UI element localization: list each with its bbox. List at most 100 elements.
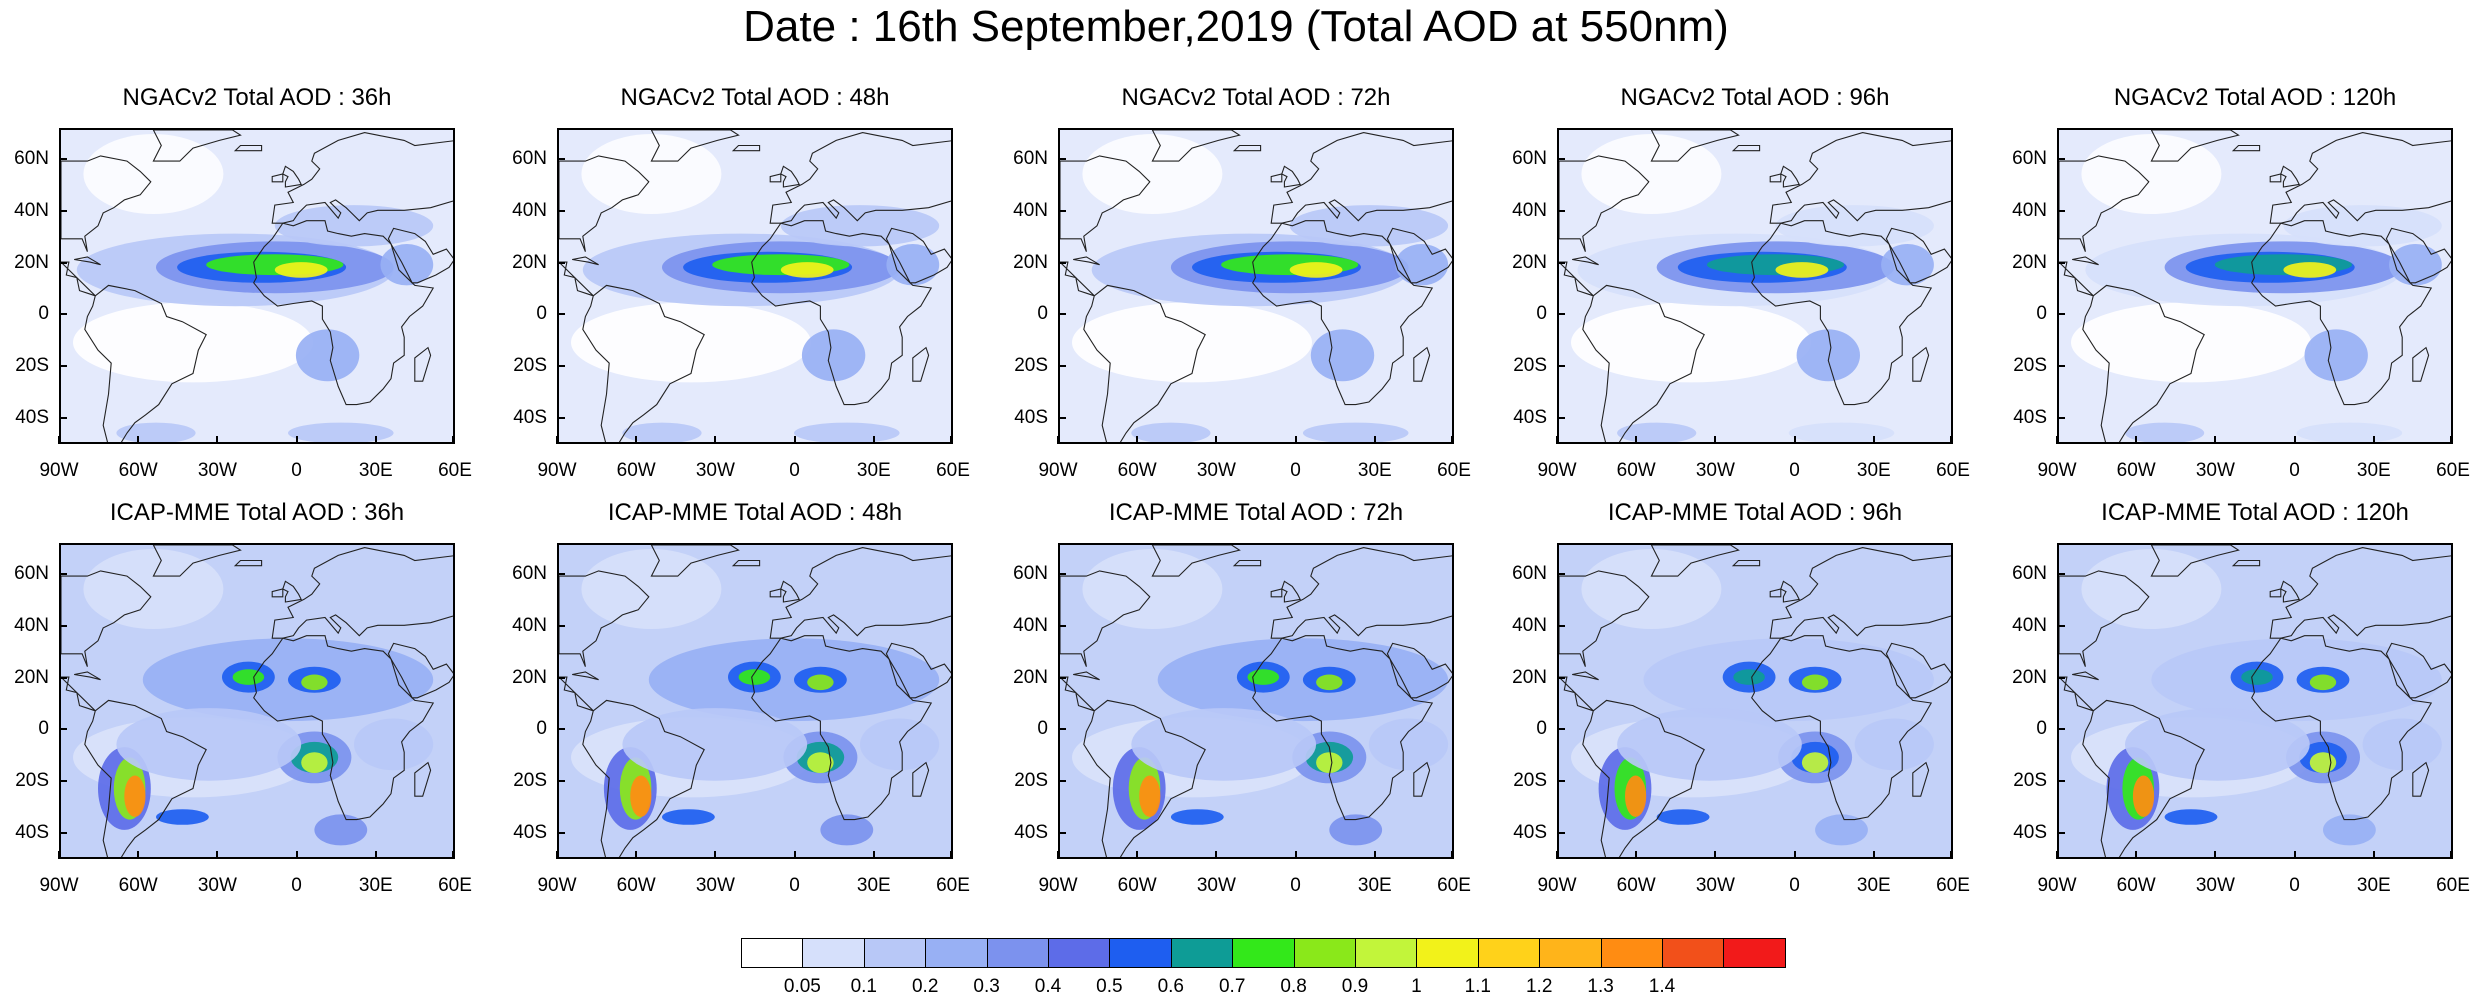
lon-tick	[1793, 851, 1796, 859]
map-frame	[557, 543, 953, 859]
coastline	[751, 635, 933, 821]
lon-tick-label: 0	[291, 875, 302, 896]
aod-field	[807, 752, 834, 773]
lat-tick	[1557, 261, 1565, 264]
aod-field	[116, 422, 196, 442]
lat-tick-label: 20S	[15, 770, 49, 792]
lon-tick	[2450, 436, 2452, 444]
lon-tick-label: 60E	[1936, 460, 1970, 481]
lon-tick	[2056, 851, 2058, 859]
lon-tick-label: 30E	[2356, 460, 2391, 481]
clean-air-region	[1581, 549, 1722, 630]
coastline	[1270, 173, 1283, 183]
lat-tick-label: 40S	[2013, 407, 2047, 429]
coastline	[1386, 642, 1452, 699]
lon-tick	[374, 851, 377, 859]
lon-tick	[1373, 436, 1376, 444]
aod-field	[1617, 422, 1697, 442]
aod-field	[124, 775, 146, 817]
lon-tick-label: 60E	[936, 875, 970, 896]
coastline	[2251, 635, 2433, 821]
colorbar-swatch	[741, 938, 804, 968]
aod-field	[301, 752, 328, 773]
lon-tick	[216, 436, 219, 444]
lat-tick	[2057, 780, 2065, 783]
lat-tick-label: 60N	[14, 563, 49, 585]
colorbar-swatch	[986, 938, 1049, 968]
aod-field	[860, 718, 940, 771]
aod-field	[1815, 814, 1868, 846]
coastline	[885, 642, 951, 699]
colorbar-label: 0.5	[1096, 976, 1123, 997]
colorbar-label: 1.4	[1648, 976, 1676, 997]
lat-tick	[1058, 573, 1066, 576]
map-canvas	[559, 130, 951, 442]
lon-tick-label: 90W	[1038, 460, 1078, 481]
lon-tick-label: 0	[789, 875, 800, 896]
panel-title: ICAP-MME Total AOD : 48h	[607, 499, 903, 526]
aod-field	[780, 205, 940, 247]
aod-field	[1329, 814, 1383, 846]
aod-field	[622, 708, 808, 781]
coastline	[1073, 671, 1100, 681]
panel-title: ICAP-MME Total AOD : 120h	[2101, 499, 2409, 526]
lat-tick-label: 40N	[2012, 614, 2047, 636]
coastline	[61, 570, 152, 667]
aod-field	[1643, 638, 1934, 722]
coastline	[2150, 130, 2240, 162]
coastline	[282, 165, 303, 188]
coastline	[2269, 173, 2282, 183]
colorbar-swatch	[1048, 938, 1111, 968]
colorbar-swatch	[1293, 938, 1356, 968]
map-frame	[1557, 128, 1953, 444]
lat-tick	[59, 573, 67, 576]
lon-tick	[1714, 851, 1717, 859]
coastline	[650, 545, 740, 577]
lat-tick	[2057, 573, 2065, 576]
lon-tick	[1136, 436, 1139, 444]
aod-field	[2304, 329, 2368, 382]
coastline	[1281, 580, 1302, 603]
lat-tick-label: 60N	[2012, 148, 2047, 170]
coastline	[2059, 570, 2150, 667]
lon-tick	[635, 436, 638, 444]
lon-tick	[1294, 436, 1297, 444]
aod-field	[2125, 422, 2205, 442]
lon-tick	[2056, 436, 2058, 444]
coastline	[414, 761, 432, 797]
lon-tick	[950, 851, 952, 859]
clean-air-region	[2081, 134, 2222, 215]
lat-tick	[2057, 209, 2065, 212]
aod-field	[156, 809, 209, 825]
lon-tick-label: 30E	[358, 875, 393, 896]
map-panel: ICAP-MME Total AOD : 48h 60N 40N 20N 0 20S 40S…	[512, 499, 970, 896]
lon-tick	[1136, 851, 1139, 859]
lon-tick	[452, 851, 454, 859]
aod-field	[2151, 638, 2442, 722]
aod-field	[738, 669, 771, 685]
lat-tick	[557, 417, 565, 420]
aod-field	[2132, 775, 2155, 817]
colorbar-label: 0.05	[783, 976, 821, 997]
map-frame	[557, 128, 953, 444]
aod-field	[794, 422, 900, 442]
lat-tick-label: 0	[536, 303, 547, 325]
coastline	[1060, 570, 1151, 667]
lat-tick-label: 20N	[512, 251, 547, 273]
lon-tick	[556, 436, 558, 444]
aod-field	[807, 674, 834, 691]
lon-tick	[1215, 851, 1218, 859]
lat-tick-label: 20N	[14, 251, 49, 273]
lon-tick	[58, 436, 60, 444]
colorbar-swatch	[1170, 938, 1234, 968]
coastline	[1912, 761, 1930, 797]
map-panel: NGACv2 Total AOD : 120h 60N 40N 20N 0 20S 40S 9…	[2012, 84, 2470, 481]
coastline	[1232, 559, 1262, 567]
coastline	[1559, 155, 1650, 252]
coastline	[769, 132, 951, 224]
lat-tick	[1058, 832, 1066, 835]
coastline	[572, 671, 599, 681]
lon-tick-label: 30E	[1357, 460, 1392, 481]
aod-field	[1733, 669, 1765, 685]
clean-air-region	[1581, 134, 1722, 215]
